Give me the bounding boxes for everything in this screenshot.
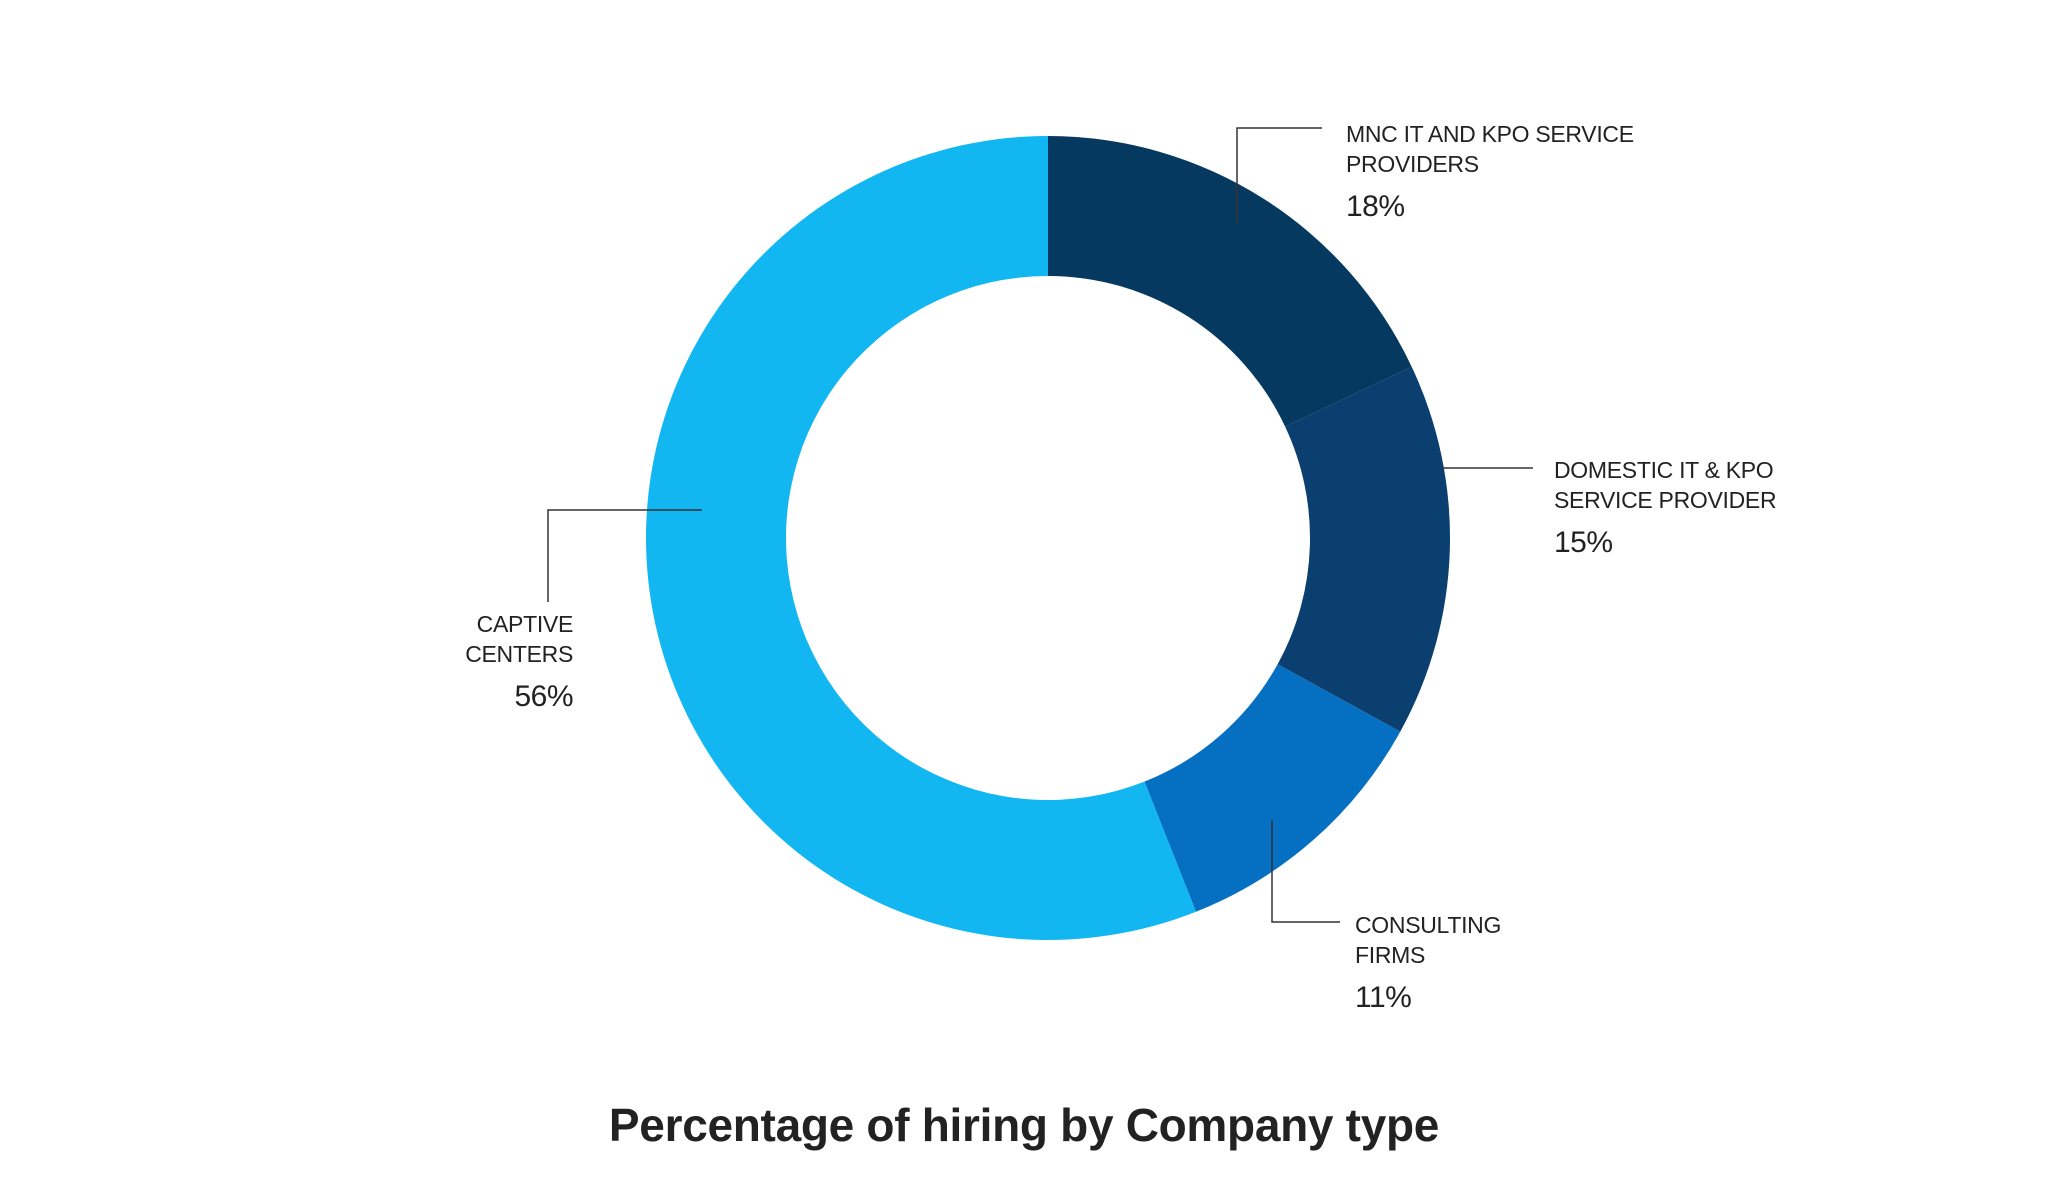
- leader-line-mnc-it-kpo: [1236, 127, 1322, 224]
- slice-label-domestic-it-kpo-line-1: DOMESTIC IT & KPO: [1554, 457, 1773, 483]
- slice-consulting-firms: [1144, 664, 1401, 912]
- slice-label-captive-centers-line-1: CAPTIVE: [477, 611, 573, 637]
- slice-label-captive-centers-line-2: CENTERS: [465, 641, 573, 667]
- leader-line-consulting-firms: [1271, 820, 1340, 923]
- chart-title: Percentage of hiring by Company type: [608, 1099, 1440, 1151]
- slice-label-mnc-it-kpo-line-1: MNC IT AND KPO SERVICE: [1346, 121, 1634, 147]
- slice-domestic-it-kpo: [1277, 366, 1451, 732]
- slice-value-domestic-it-kpo: 15%: [1554, 526, 1613, 559]
- slice-label-mnc-it-kpo-line-2: PROVIDERS: [1346, 151, 1479, 177]
- leader-lines: [547, 127, 1533, 923]
- slice-value-mnc-it-kpo: 18%: [1346, 190, 1405, 223]
- slice-mnc-it-kpo: [1048, 136, 1412, 427]
- slice-label-consulting-firms-line-2: FIRMS: [1355, 942, 1425, 968]
- slice-label-consulting-firms-line-1: CONSULTING: [1355, 912, 1501, 938]
- slice-labels: MNC IT AND KPO SERVICE PROVIDERS 18% DOMEST…: [465, 121, 1776, 1014]
- leader-line-captive-centers: [547, 509, 702, 602]
- slice-value-consulting-firms: 11%: [1355, 981, 1411, 1014]
- slice-label-domestic-it-kpo-line-2: SERVICE PROVIDER: [1554, 487, 1776, 513]
- slice-captive-centers: [646, 136, 1196, 940]
- slice-value-captive-centers: 56%: [514, 680, 573, 713]
- donut-slices: [646, 136, 1451, 940]
